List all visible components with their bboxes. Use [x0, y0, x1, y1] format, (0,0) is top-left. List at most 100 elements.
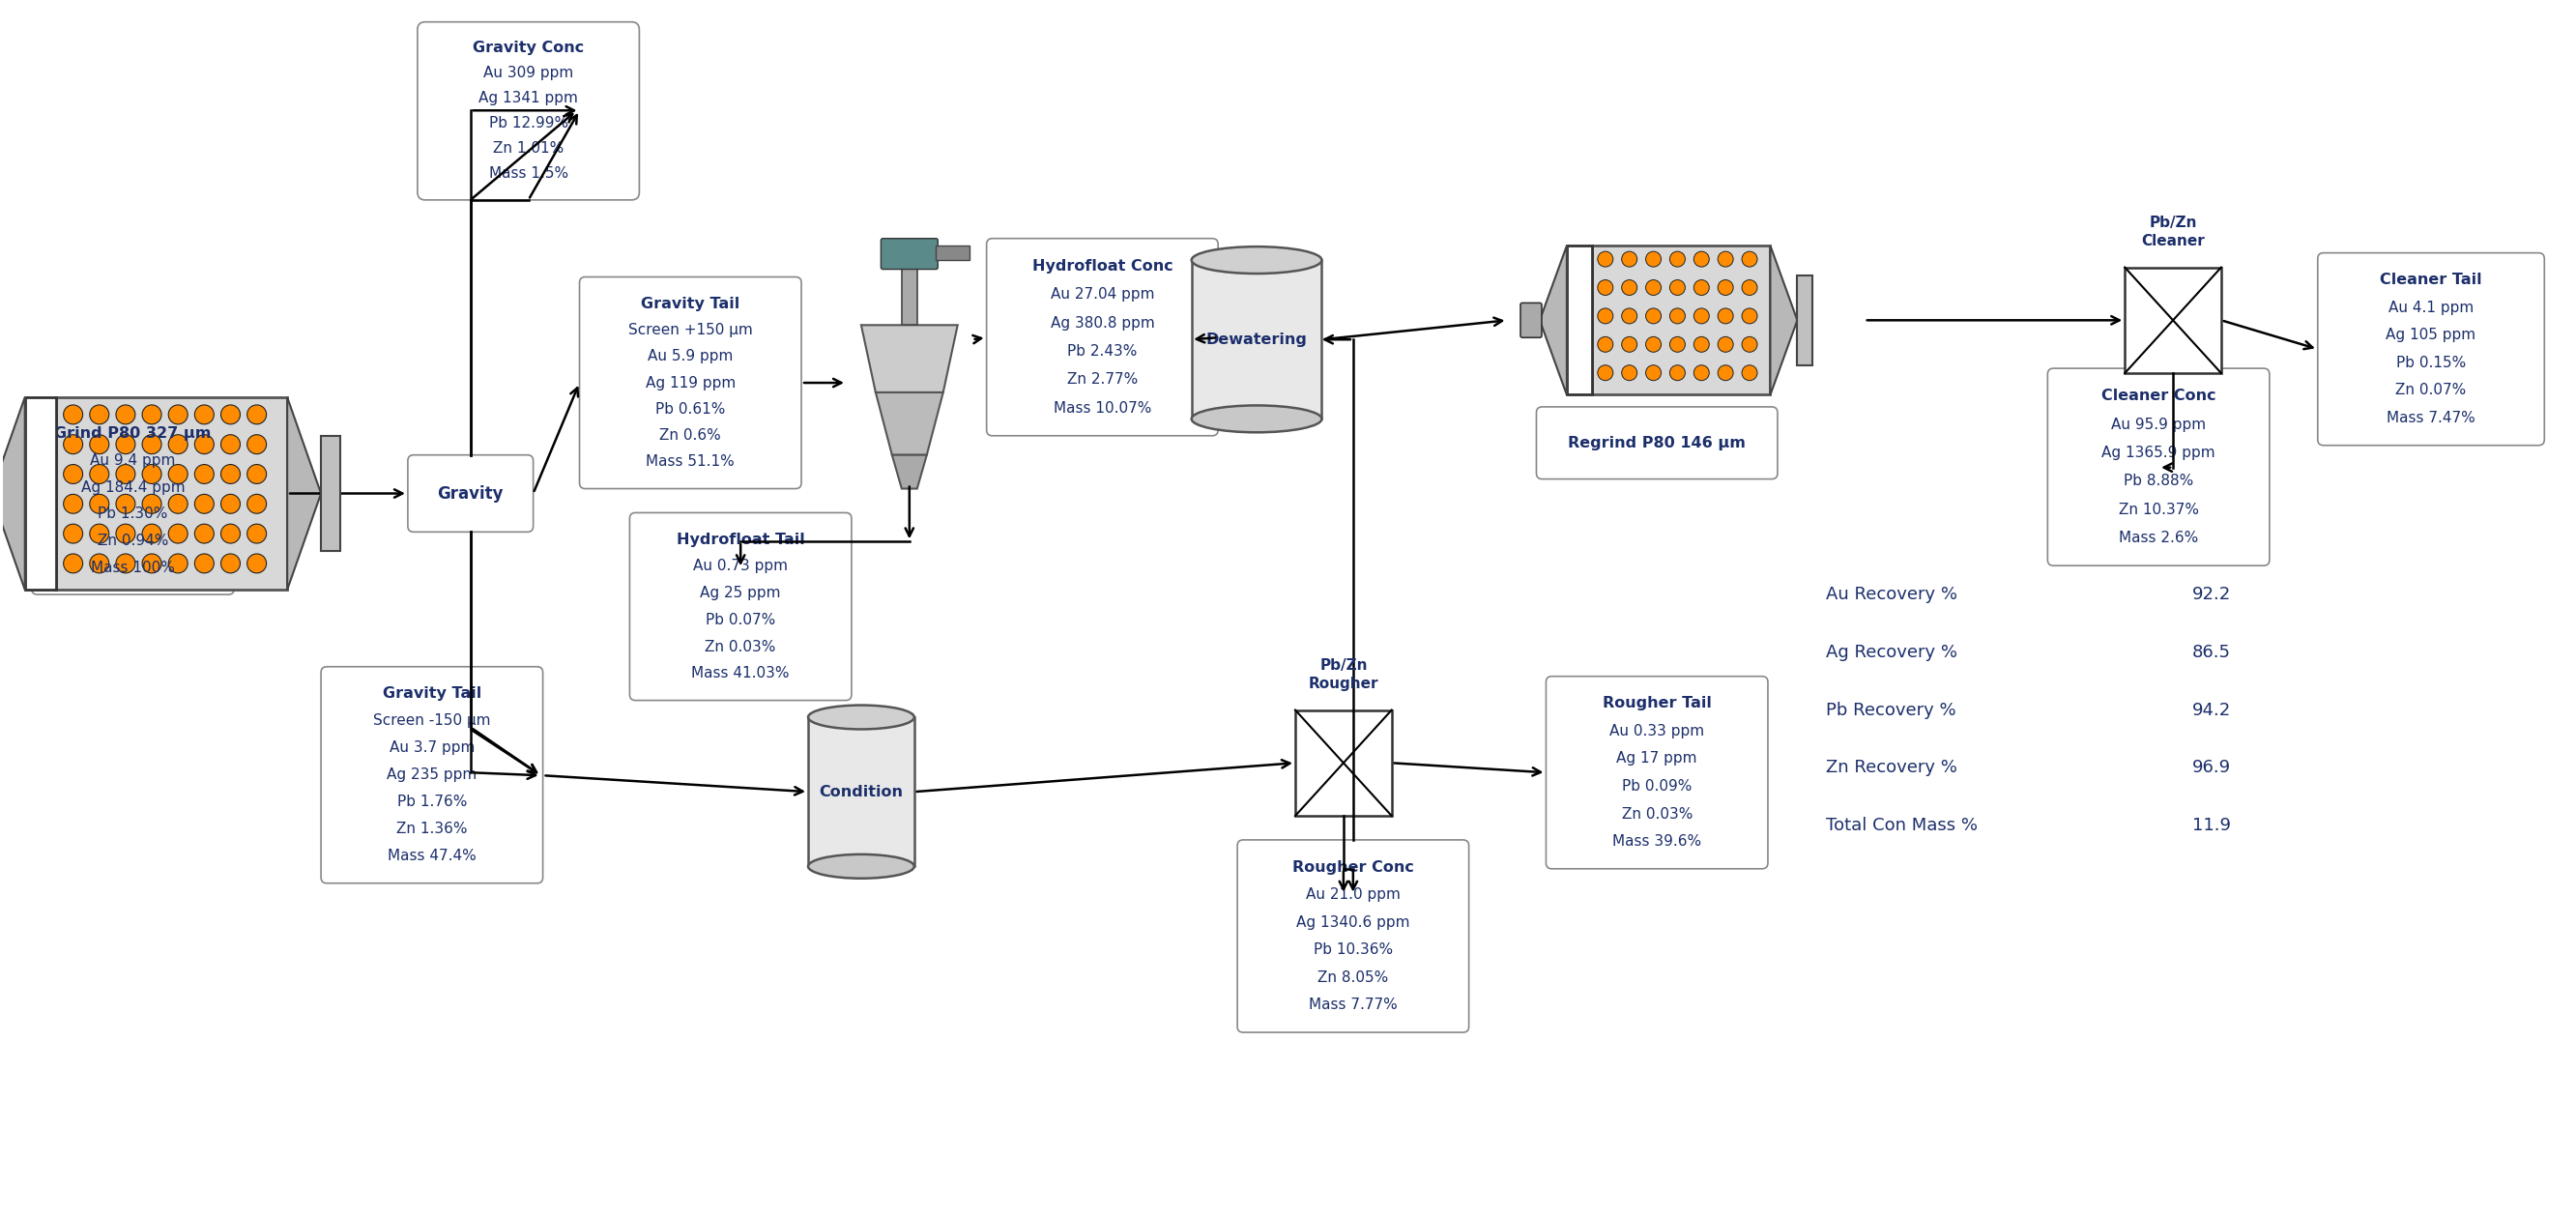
- Circle shape: [90, 524, 108, 543]
- Text: Mass 100%: Mass 100%: [90, 560, 175, 575]
- Text: 86.5: 86.5: [2192, 644, 2231, 661]
- Circle shape: [1718, 279, 1734, 295]
- Text: Hydrofloat Conc: Hydrofloat Conc: [1033, 259, 1172, 273]
- Text: Pb 0.61%: Pb 0.61%: [654, 402, 726, 417]
- Circle shape: [1695, 309, 1710, 323]
- Circle shape: [116, 405, 134, 424]
- Text: Au 0.33 ppm: Au 0.33 ppm: [1610, 724, 1705, 739]
- Text: Ag 105 ppm: Ag 105 ppm: [2385, 328, 2476, 343]
- Circle shape: [142, 435, 162, 454]
- Circle shape: [167, 405, 188, 424]
- Ellipse shape: [809, 854, 914, 878]
- Circle shape: [167, 524, 188, 543]
- Circle shape: [1695, 366, 1710, 380]
- Circle shape: [1646, 337, 1662, 352]
- Text: Ag 1340.6 ppm: Ag 1340.6 ppm: [1296, 915, 1409, 929]
- Text: Mass 10.07%: Mass 10.07%: [1054, 401, 1151, 416]
- Circle shape: [1741, 252, 1757, 267]
- Circle shape: [1695, 337, 1710, 352]
- Ellipse shape: [1193, 406, 1321, 433]
- Text: 11.9: 11.9: [2192, 816, 2231, 835]
- Text: Zn 1.01%: Zn 1.01%: [492, 141, 564, 156]
- Text: Zn 8.05%: Zn 8.05%: [1319, 971, 1388, 985]
- Text: Dewatering: Dewatering: [1206, 332, 1309, 346]
- FancyBboxPatch shape: [1535, 407, 1777, 479]
- Circle shape: [1646, 252, 1662, 267]
- Text: Au 27.04 ppm: Au 27.04 ppm: [1051, 287, 1154, 301]
- Text: Zn 0.07%: Zn 0.07%: [2396, 383, 2465, 397]
- Circle shape: [247, 554, 265, 573]
- Polygon shape: [289, 397, 322, 589]
- Bar: [1798, 276, 1814, 364]
- Circle shape: [1623, 309, 1638, 323]
- Circle shape: [1597, 366, 1613, 380]
- Text: Gravity: Gravity: [438, 485, 505, 502]
- Circle shape: [1646, 366, 1662, 380]
- Circle shape: [90, 405, 108, 424]
- FancyBboxPatch shape: [31, 407, 234, 594]
- Circle shape: [116, 524, 134, 543]
- Circle shape: [1623, 279, 1638, 295]
- Text: Ag 119 ppm: Ag 119 ppm: [647, 375, 737, 390]
- Text: Pb 1.76%: Pb 1.76%: [397, 795, 466, 809]
- Text: Zn Recovery %: Zn Recovery %: [1826, 759, 1958, 776]
- Circle shape: [222, 435, 240, 454]
- Circle shape: [247, 524, 265, 543]
- FancyBboxPatch shape: [2048, 368, 2269, 566]
- Text: Grind P80 327 μm: Grind P80 327 μm: [54, 426, 211, 441]
- Circle shape: [247, 405, 265, 424]
- Text: Gravity Tail: Gravity Tail: [641, 296, 739, 311]
- Text: Mass 47.4%: Mass 47.4%: [386, 849, 477, 864]
- Text: Au Recovery %: Au Recovery %: [1826, 586, 1958, 603]
- Text: Ag 17 ppm: Ag 17 ppm: [1618, 752, 1698, 765]
- Text: Zn 2.77%: Zn 2.77%: [1066, 373, 1139, 386]
- Circle shape: [90, 554, 108, 573]
- Circle shape: [142, 524, 162, 543]
- Circle shape: [1597, 309, 1613, 323]
- Bar: [1296, 710, 1391, 815]
- Circle shape: [196, 464, 214, 484]
- Text: Screen -150 μm: Screen -150 μm: [374, 713, 489, 728]
- Circle shape: [222, 495, 240, 514]
- Text: Pb 0.09%: Pb 0.09%: [1623, 779, 1692, 793]
- Circle shape: [247, 435, 265, 454]
- Polygon shape: [876, 392, 943, 454]
- Circle shape: [1669, 279, 1685, 295]
- FancyBboxPatch shape: [1546, 677, 1767, 869]
- Bar: [1193, 260, 1321, 419]
- FancyBboxPatch shape: [407, 454, 533, 532]
- Text: Mass 39.6%: Mass 39.6%: [1613, 835, 1703, 849]
- Text: Pb Recovery %: Pb Recovery %: [1826, 701, 1955, 719]
- FancyBboxPatch shape: [881, 238, 938, 270]
- Circle shape: [142, 405, 162, 424]
- Circle shape: [1669, 366, 1685, 380]
- Text: Au 309 ppm: Au 309 ppm: [484, 66, 574, 80]
- Text: Pb 1.30%: Pb 1.30%: [98, 507, 167, 521]
- Circle shape: [247, 464, 265, 484]
- Circle shape: [1623, 337, 1638, 352]
- Ellipse shape: [1193, 247, 1321, 273]
- Circle shape: [64, 464, 82, 484]
- Circle shape: [64, 405, 82, 424]
- Text: Hydrofloat Tail: Hydrofloat Tail: [677, 532, 804, 547]
- Polygon shape: [891, 454, 927, 488]
- FancyBboxPatch shape: [322, 667, 544, 883]
- Text: Pb 12.99%: Pb 12.99%: [489, 117, 569, 131]
- Text: Cleaner Conc: Cleaner Conc: [2102, 389, 2215, 403]
- Circle shape: [167, 495, 188, 514]
- Circle shape: [1695, 252, 1710, 267]
- Text: Au 9.4 ppm: Au 9.4 ppm: [90, 453, 175, 468]
- Circle shape: [1646, 279, 1662, 295]
- Text: Au 95.9 ppm: Au 95.9 ppm: [2112, 417, 2205, 431]
- Circle shape: [196, 554, 214, 573]
- Text: Zn 0.6%: Zn 0.6%: [659, 429, 721, 442]
- Circle shape: [222, 405, 240, 424]
- Circle shape: [116, 554, 134, 573]
- Circle shape: [64, 554, 82, 573]
- Circle shape: [167, 435, 188, 454]
- Circle shape: [64, 435, 82, 454]
- Text: Rougher Conc: Rougher Conc: [1293, 860, 1414, 875]
- Circle shape: [1718, 366, 1734, 380]
- Text: Au 4.1 ppm: Au 4.1 ppm: [2388, 300, 2473, 315]
- FancyBboxPatch shape: [417, 22, 639, 200]
